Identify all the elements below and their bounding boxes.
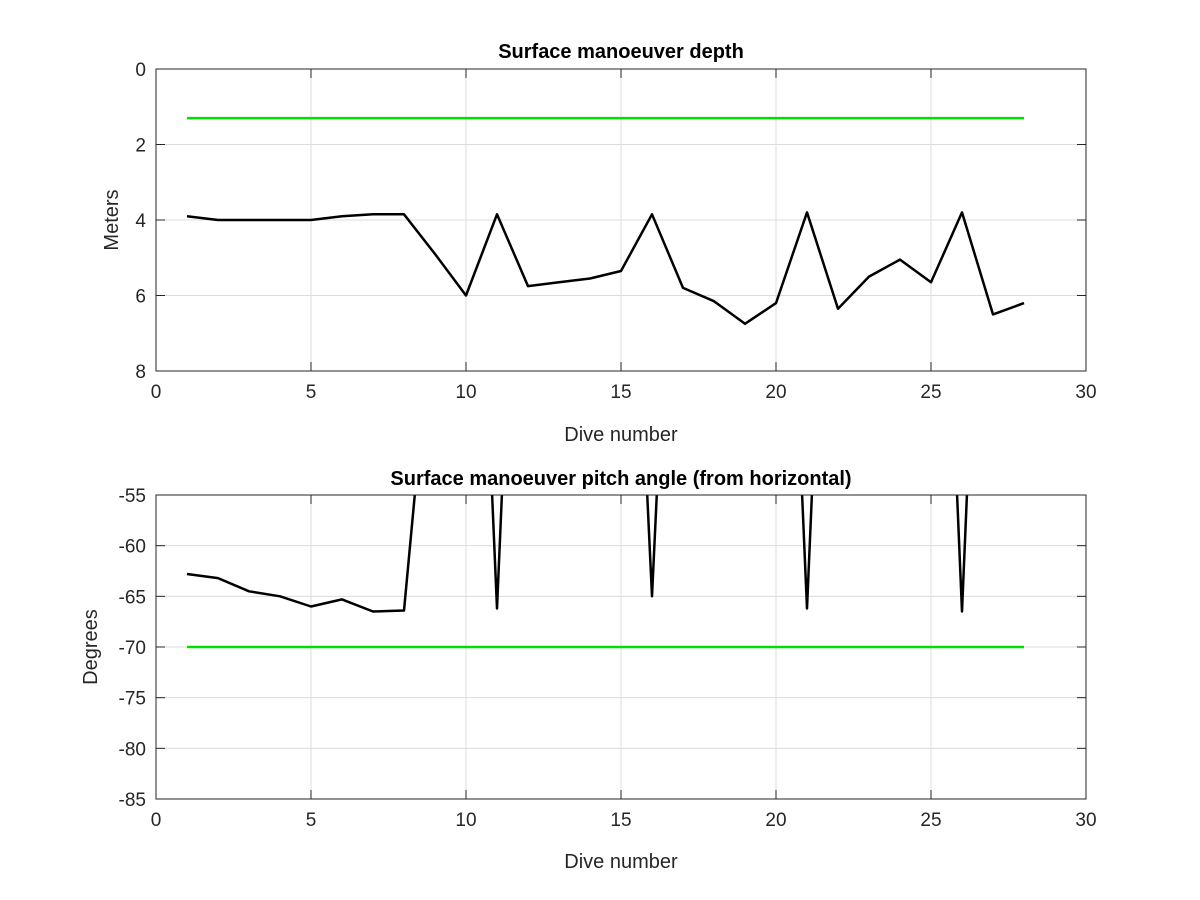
pitch-data-line [186, 495, 969, 613]
pitch-x-axis-label: Dive number [564, 851, 678, 873]
pitch-chart-title: Surface manoeuver pitch angle (from hori… [390, 468, 851, 490]
depth-x-tick-label: 20 [765, 382, 786, 403]
depth-y-axis-label: Meters [101, 189, 123, 250]
pitch-y-tick-label: -85 [119, 790, 146, 811]
pitch-chart: 0 5 10 15 20 25 30 -55 -60 -65 -70 -75 -80 -85 Surfac… [80, 468, 1097, 873]
pitch-y-tick-label: -55 [119, 486, 146, 507]
depth-data-line [186, 211, 1025, 326]
pitch-x-tick-label: 5 [306, 810, 317, 831]
depth-chart-title: Surface manoeuver depth [498, 41, 744, 63]
pitch-lines [186, 495, 1024, 649]
pitch-x-tick-label: 20 [765, 810, 786, 831]
pitch-x-tick-label: 15 [610, 810, 631, 831]
pitch-y-tick-label: -60 [119, 537, 146, 558]
depth-y-tick-label: 6 [135, 287, 146, 308]
depth-x-axis-label: Dive number [564, 424, 678, 446]
depth-x-tick-label: 0 [151, 382, 162, 403]
depth-lines [186, 116, 1025, 326]
depth-y-tick-label: 0 [135, 60, 146, 81]
depth-x-tick-label: 25 [920, 382, 941, 403]
pitch-x-tick-label: 30 [1075, 810, 1096, 831]
pitch-x-tick-label: 10 [455, 810, 476, 831]
pitch-ticks: 0 5 10 15 20 25 30 -55 -60 -65 -70 -75 -80 -85 [119, 486, 1097, 831]
pitch-x-tick-label: 25 [920, 810, 941, 831]
pitch-y-tick-label: -70 [119, 638, 146, 659]
pitch-y-tick-label: -75 [119, 689, 146, 710]
pitch-y-tick-label: -80 [119, 739, 146, 760]
depth-y-tick-label: 8 [135, 362, 146, 383]
depth-y-tick-label: 4 [135, 211, 146, 232]
depth-x-tick-label: 30 [1075, 382, 1096, 403]
depth-x-tick-label: 10 [455, 382, 476, 403]
depth-chart: 0 5 10 15 20 25 30 0 2 4 6 8 Surface manoeuver dept… [101, 41, 1097, 446]
depth-ticks: 0 5 10 15 20 25 30 0 2 4 6 8 [135, 60, 1096, 403]
pitch-y-axis-label: Degrees [80, 609, 102, 685]
depth-x-tick-label: 15 [610, 382, 631, 403]
depth-x-tick-label: 5 [306, 382, 317, 403]
pitch-x-tick-label: 0 [151, 810, 162, 831]
pitch-y-tick-label: -65 [119, 587, 146, 608]
depth-y-tick-label: 2 [135, 136, 146, 157]
